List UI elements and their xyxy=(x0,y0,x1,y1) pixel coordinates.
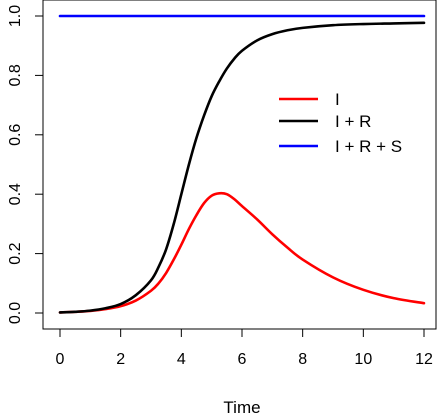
y-tick-label: 0.8 xyxy=(7,64,24,86)
x-tick-label: 8 xyxy=(298,351,307,368)
legend-label-1: I + R xyxy=(335,112,371,131)
x-tick-label: 0 xyxy=(56,351,65,368)
legend-label-2: I + R + S xyxy=(335,137,402,156)
legend: I I + R I + R + S xyxy=(279,90,402,156)
y-tick-label: 0.4 xyxy=(7,183,24,205)
y-tick-label: 0.0 xyxy=(7,302,24,324)
y-tick-label: 0.6 xyxy=(7,124,24,146)
x-axis-ticks: 0 2 4 6 8 10 12 xyxy=(56,329,433,368)
series-lines xyxy=(58,14,426,314)
y-tick-label: 1.0 xyxy=(7,5,24,27)
x-tick-label: 12 xyxy=(415,351,433,368)
x-tick-label: 10 xyxy=(354,351,372,368)
legend-label-0: I xyxy=(335,90,340,109)
series-line-1 xyxy=(58,21,426,314)
x-tick-label: 6 xyxy=(238,351,247,368)
series-line-0 xyxy=(58,191,426,314)
y-axis-ticks: 0.0 0.2 0.4 0.6 0.8 1.0 xyxy=(7,5,43,324)
x-tick-label: 4 xyxy=(177,351,186,368)
y-tick-label: 0.2 xyxy=(7,242,24,264)
x-tick-label: 2 xyxy=(116,351,125,368)
plot-box xyxy=(42,0,437,330)
x-axis-title: Time xyxy=(223,398,260,417)
